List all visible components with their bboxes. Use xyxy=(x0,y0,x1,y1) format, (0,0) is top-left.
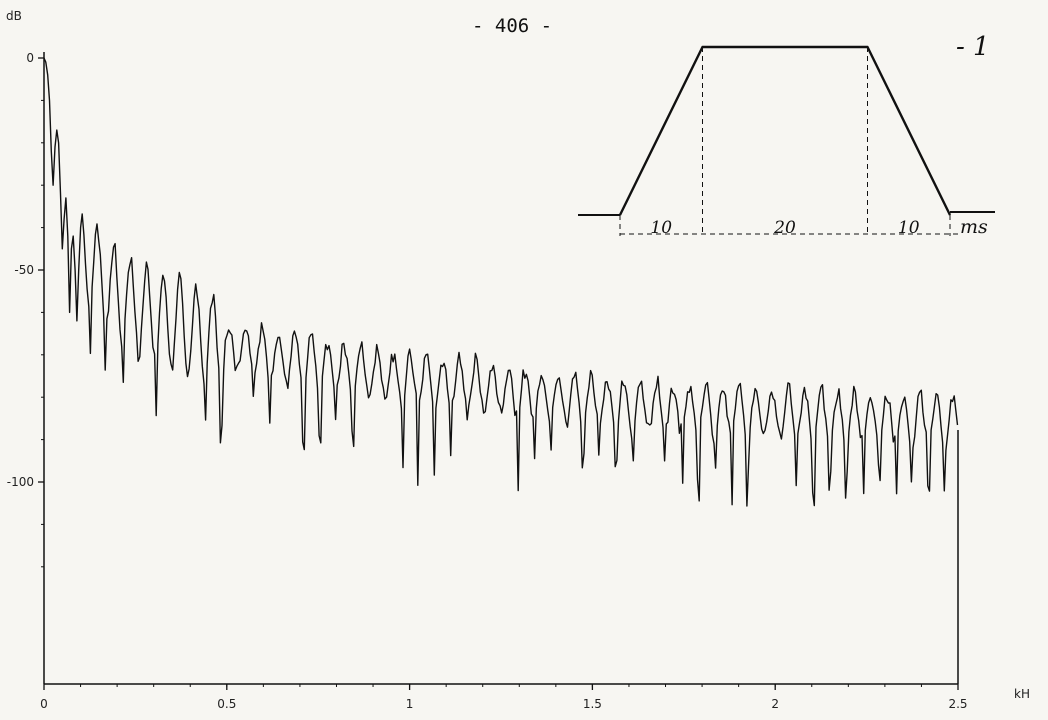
inset-segment-label: 20 xyxy=(773,218,796,238)
x-tick-label: 0.5 xyxy=(217,697,236,711)
inset-trapezoid xyxy=(618,45,952,216)
tick-group: 0 0.5 1 1.5 2 2.5 0 -50 -100 xyxy=(7,51,968,711)
x-tick-label: 0 xyxy=(40,697,48,711)
y-tick-label: -50 xyxy=(14,263,34,277)
figure-mark: - 1 xyxy=(956,32,990,62)
inset-segment-label: 10 xyxy=(898,218,920,238)
x-tick-label: 2 xyxy=(771,697,779,711)
inset-segment-label: 10 xyxy=(650,218,672,238)
axes xyxy=(43,52,959,685)
x-unit-label: kH xyxy=(1014,687,1030,701)
inset-unit-label: ms xyxy=(960,216,988,238)
spectrum-plot xyxy=(43,57,959,507)
y-tick-label: -100 xyxy=(7,475,34,489)
y-tick-label: 0 xyxy=(26,51,34,65)
x-tick-label: 2.5 xyxy=(948,697,967,711)
page-number: - 406 - xyxy=(472,15,552,37)
spectrum-series-line xyxy=(43,57,959,507)
inset-pulse-shape: 10 20 10 ms xyxy=(578,45,995,238)
x-tick-label: 1 xyxy=(406,697,414,711)
y-unit-label: dB xyxy=(6,9,22,23)
x-tick-label: 1.5 xyxy=(583,697,602,711)
